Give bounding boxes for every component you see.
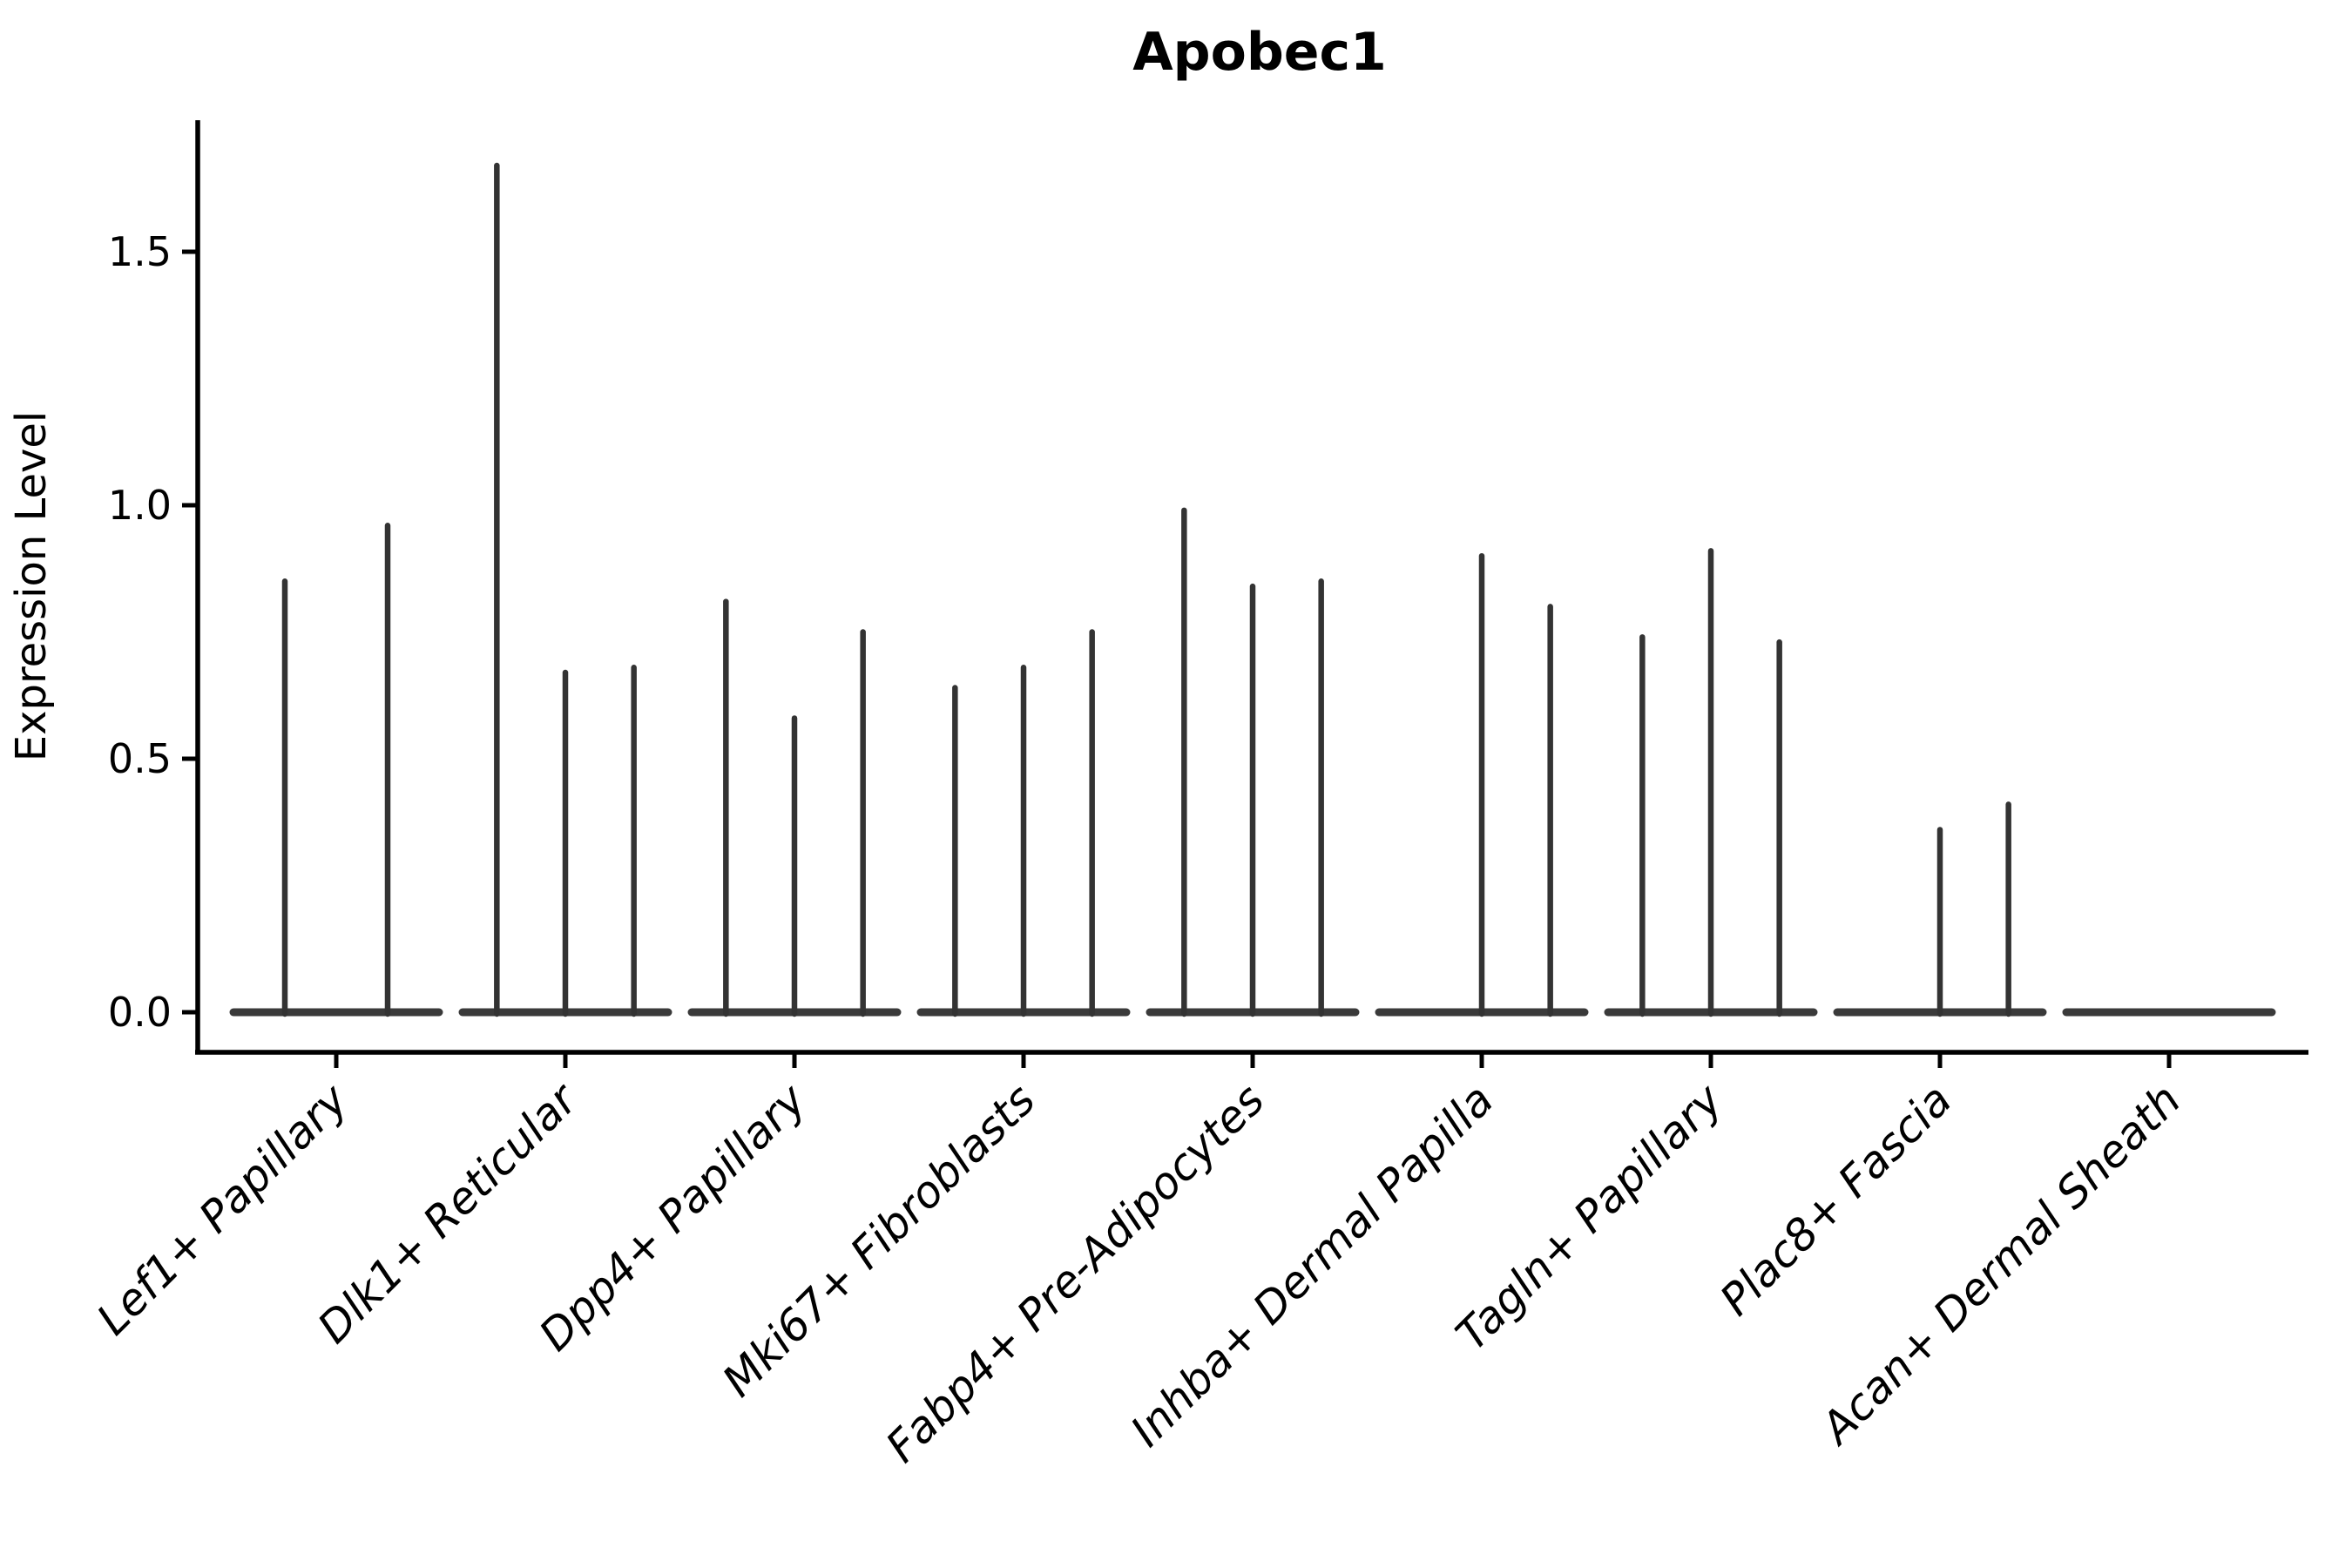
violin-group [916, 629, 1131, 1017]
violin-group [1604, 548, 1818, 1017]
violin-group [1375, 552, 1589, 1017]
violin-group [229, 523, 443, 1017]
y-tick-label: 1.0 [108, 482, 172, 529]
violin-group [1833, 801, 2047, 1017]
y-tick-label: 1.5 [108, 228, 172, 275]
violin-group [1146, 507, 1360, 1017]
violin-group [458, 162, 672, 1017]
violin-series [229, 162, 2276, 1017]
y-tick-label: 0.0 [108, 989, 172, 1036]
violin-group [687, 598, 902, 1017]
x-tick-label: Inhba+ Dermal Papilla [1121, 1074, 1503, 1456]
x-tick-label: Plac8+ Fascia [1711, 1074, 1962, 1325]
y-tick-labels: 0.0 0.5 1.0 1.5 [108, 228, 172, 1036]
axes [182, 120, 2308, 1068]
y-tick-label: 0.5 [108, 735, 172, 782]
x-tick-label: Acan+ Dermal Sheath [1810, 1074, 2191, 1455]
x-tick-label: Lef1+ Papillary [87, 1073, 358, 1344]
y-axis-label: Expression Level [7, 411, 56, 762]
chart-title: Apobec1 [1132, 22, 1387, 83]
x-tick-label: Fabp4+ Pre-Adipocytes [876, 1074, 1274, 1472]
